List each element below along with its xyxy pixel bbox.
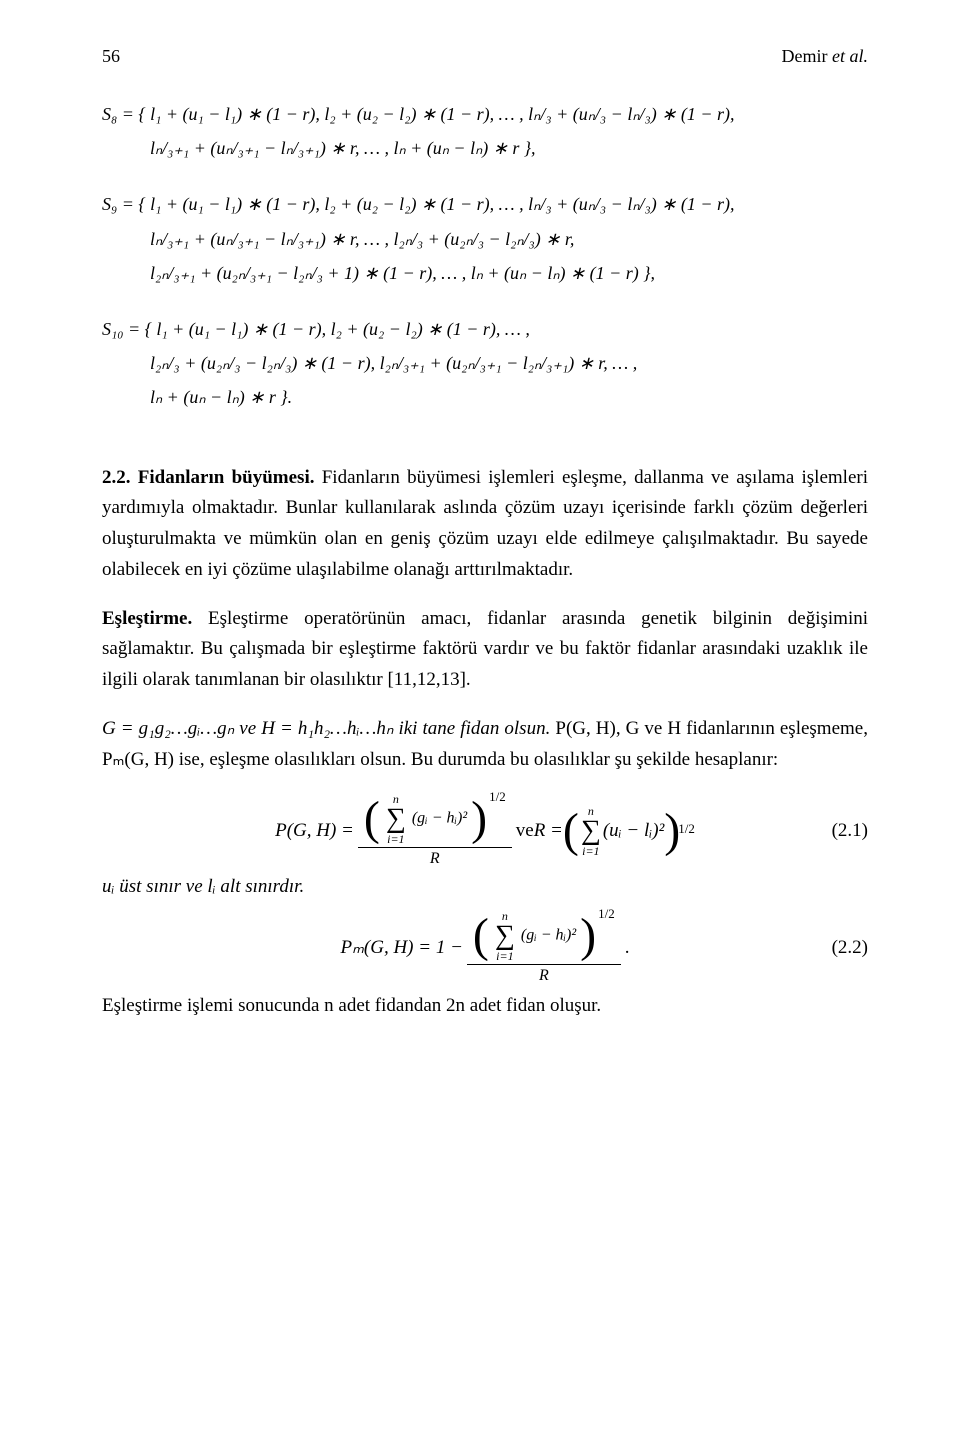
s8-line1: { l₁ + (u₁ − l₁) ∗ (1 − r), l₂ + (u₂ − l… xyxy=(138,104,734,124)
rparen-icon: ) xyxy=(580,909,596,962)
set-s9: S₉ = { l₁ + (u₁ − l₁) ∗ (1 − r), l₂ + (u… xyxy=(102,187,868,290)
eq22-fraction: ( n ∑ i=1 (gᵢ − hᵢ)² ) 1/2 R xyxy=(467,910,621,985)
rparen-icon: ) xyxy=(471,792,487,845)
page-header: 56 Demir et al. xyxy=(102,46,868,67)
eq21-fraction: ( n ∑ i=1 (gᵢ − hᵢ)² ) 1/2 R xyxy=(358,793,512,868)
eq22-number: (2.2) xyxy=(832,937,868,959)
s8-line2: lₙ/₃₊₁ + (uₙ/₃₊₁ − lₙ/₃₊₁) ∗ r, … , lₙ +… xyxy=(138,131,868,165)
lparen-icon: ( xyxy=(563,807,579,855)
sum-icon: n ∑ i=1 xyxy=(495,910,515,962)
s10-line1: { l₁ + (u₁ − l₁) ∗ (1 − r), l₂ + (u₂ − l… xyxy=(145,319,530,339)
s10-lead: S₁₀ = xyxy=(102,312,140,346)
lparen-icon: ( xyxy=(473,909,489,962)
eq22-tail: . xyxy=(625,937,630,959)
eslestirme-head: Eşleştirme. xyxy=(102,608,192,629)
section-2-2-title: 2.2. Fidanların büyümesi. xyxy=(102,467,314,488)
eq21-mid: ve xyxy=(516,820,534,842)
tail-paragraph: Eşleştirme işlemi sonucunda n adet fidan… xyxy=(102,991,868,1022)
s10-line3: lₙ + (uₙ − lₙ) ∗ r }. xyxy=(138,380,868,414)
bounds-note: uᵢ üst sınır ve lᵢ alt sınırdır. xyxy=(102,876,868,898)
section-2-2: 2.2. Fidanların büyümesi. Fidanların büy… xyxy=(102,463,868,586)
eslestirme-para1: Eşleştirme. Eşleştirme operatörünün amac… xyxy=(102,604,868,696)
eq21-rhs-lead: R = xyxy=(534,820,563,842)
s8-lead: S₈ = xyxy=(102,97,134,131)
s9-line2: lₙ/₃₊₁ + (uₙ/₃₊₁ − lₙ/₃₊₁) ∗ r, … , l₂ₙ/… xyxy=(138,222,868,256)
lparen-icon: ( xyxy=(364,792,380,845)
sum-icon: n ∑ i=1 xyxy=(386,793,406,845)
s10-line2: l₂ₙ/₃ + (u₂ₙ/₃ − l₂ₙ/₃) ∗ (1 − r), l₂ₙ/₃… xyxy=(138,346,868,380)
s9-lead: S₉ = xyxy=(102,187,134,221)
eq21-number: (2.1) xyxy=(832,820,868,842)
page-number: 56 xyxy=(102,46,120,67)
set-s8: S₈ = { l₁ + (u₁ − l₁) ∗ (1 − r), l₂ + (u… xyxy=(102,97,868,165)
eq21-lhs: P(G, H) = xyxy=(275,820,354,842)
eq22-lhs: Pₘ(G, H) = 1 − xyxy=(340,936,462,959)
s9-line1: { l₁ + (u₁ − l₁) ∗ (1 − r), l₂ + (u₂ − l… xyxy=(138,194,734,214)
sum-icon: n ∑ i=1 xyxy=(581,805,601,857)
eslestirme-text1: Eşleştirme operatörünün amacı, fidanlar … xyxy=(102,608,868,691)
equation-2-2: Pₘ(G, H) = 1 − ( n ∑ i=1 (gᵢ − hᵢ)² ) 1/… xyxy=(102,910,868,985)
header-authors: Demir et al. xyxy=(782,46,868,67)
eslestirme-text2a: G = g₁g₂…gᵢ…gₙ ve H = h₁h₂…hᵢ…hₙ iki tan… xyxy=(102,718,555,739)
s9-line3: l₂ₙ/₃₊₁ + (u₂ₙ/₃₊₁ − l₂ₙ/₃ + 1) ∗ (1 − r… xyxy=(138,256,868,290)
equation-2-1: P(G, H) = ( n ∑ i=1 (gᵢ − hᵢ)² ) 1/2 R v… xyxy=(102,793,868,868)
set-s10: S₁₀ = { l₁ + (u₁ − l₁) ∗ (1 − r), l₂ + (… xyxy=(102,312,868,415)
eslestirme-para2: G = g₁g₂…gᵢ…gₙ ve H = h₁h₂…hᵢ…hₙ iki tan… xyxy=(102,714,868,776)
